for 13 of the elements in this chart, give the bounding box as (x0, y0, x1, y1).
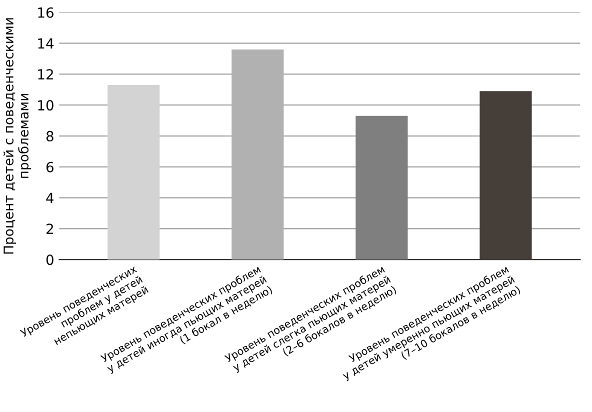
bar (356, 116, 408, 260)
y-tick-label: 4 (46, 192, 54, 204)
y-tick-label: 8 (46, 130, 54, 142)
y-tick-label: 14 (38, 38, 54, 49)
y-tick-label: 6 (46, 162, 54, 172)
bar (108, 84, 160, 260)
y-tick-label: 2 (46, 224, 53, 234)
bar (480, 91, 532, 260)
y-axis-title: Процент детей с поведенческими проблемами (3, 18, 32, 254)
y-tick-label: 16 (38, 7, 54, 18)
y-tick-label: 10 (38, 100, 54, 111)
y-tick-label: 12 (38, 69, 53, 80)
y-tick-label: 0 (46, 254, 54, 266)
